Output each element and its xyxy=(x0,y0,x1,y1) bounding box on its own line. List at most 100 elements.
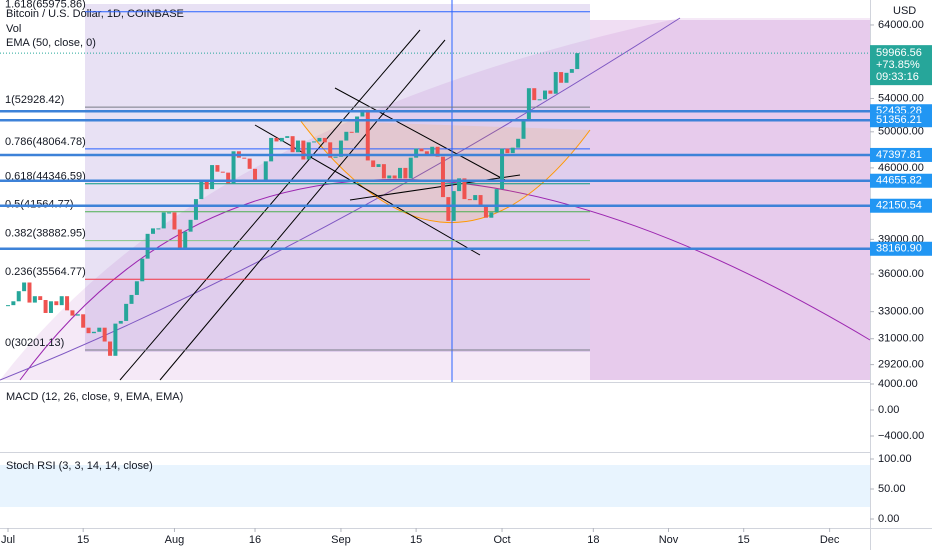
candle xyxy=(54,301,59,306)
candle xyxy=(226,172,231,184)
y-tick-label: 31000.00 xyxy=(878,333,924,345)
macd-title: MACD (12, 26, close, 9, EMA, EMA) xyxy=(6,391,183,403)
candle xyxy=(398,167,403,179)
candle xyxy=(322,137,327,143)
candle xyxy=(129,294,134,304)
last-price-box xyxy=(870,45,932,86)
candle xyxy=(312,141,317,143)
candle xyxy=(338,140,343,157)
candle xyxy=(263,161,268,182)
candle xyxy=(575,53,580,70)
candle xyxy=(295,140,300,153)
x-tick-label: Nov xyxy=(659,534,679,546)
y-tick-label: 54000.00 xyxy=(878,92,924,104)
candle xyxy=(435,146,440,157)
candle xyxy=(483,205,488,218)
candle xyxy=(467,199,472,201)
candle xyxy=(548,90,553,94)
x-tick-label: 15 xyxy=(738,534,750,546)
level-box xyxy=(870,241,932,256)
candle xyxy=(376,164,381,167)
x-tick-label: 15 xyxy=(77,534,89,546)
candle xyxy=(38,296,43,301)
y-tick-label: 50000.00 xyxy=(878,126,924,138)
candle xyxy=(553,72,558,94)
candle xyxy=(564,72,569,83)
candle xyxy=(97,327,102,332)
candle xyxy=(140,258,145,282)
candle xyxy=(526,88,531,120)
rsi-title: Stoch RSI (3, 3, 14, 14, close) xyxy=(6,460,153,472)
level-box xyxy=(870,198,932,213)
candle xyxy=(16,291,21,302)
fib-zone xyxy=(85,4,590,352)
level-label: 51356.21 xyxy=(876,114,922,126)
y-tick-label: 46000.00 xyxy=(878,162,924,174)
candle xyxy=(306,142,311,160)
candle xyxy=(11,301,16,306)
candle xyxy=(489,212,494,218)
fib-label: 1.618(65975.86) xyxy=(5,0,86,11)
chart-title: Bitcoin / U.S. Dollar, 1D, COINBASE xyxy=(6,8,184,20)
level-box xyxy=(870,173,932,188)
candle xyxy=(242,157,247,159)
indicator-label: EMA (50, close, 0) xyxy=(6,37,96,49)
countdown: 09:33:16 xyxy=(876,71,919,83)
candle xyxy=(177,229,182,249)
candle xyxy=(48,301,53,313)
candle xyxy=(414,148,419,158)
candle xyxy=(253,168,258,181)
candle xyxy=(215,165,220,172)
fib-label: 0(30201.13) xyxy=(5,337,64,349)
candle xyxy=(333,156,338,158)
candle xyxy=(419,148,424,152)
candle xyxy=(559,72,564,83)
candle xyxy=(473,195,478,201)
fib-label: 0.786(48064.78) xyxy=(5,136,86,148)
curve-zone xyxy=(0,18,870,380)
level-label: 44655.82 xyxy=(876,175,922,187)
x-tick-label: 15 xyxy=(410,534,422,546)
main-pane xyxy=(0,0,870,382)
arc xyxy=(0,17,681,381)
rsi-tick-label: 50.00 xyxy=(878,483,906,495)
candle xyxy=(161,212,166,229)
last-price: 59966.56 xyxy=(876,47,922,59)
candle xyxy=(22,282,27,292)
candle xyxy=(537,99,542,101)
candle xyxy=(220,171,225,173)
x-tick-label: Aug xyxy=(165,534,185,546)
macd-tick-label: 4000.00 xyxy=(878,378,918,390)
candle xyxy=(510,147,515,154)
candle xyxy=(494,189,499,213)
candle xyxy=(204,181,209,190)
candle xyxy=(145,233,150,259)
candle xyxy=(462,178,467,200)
level-box xyxy=(870,147,932,162)
candle xyxy=(430,146,435,156)
rsi-band xyxy=(0,465,870,507)
trend-line xyxy=(334,87,506,181)
candle xyxy=(231,151,236,184)
candle xyxy=(516,138,521,148)
candle xyxy=(199,181,204,200)
trend-line xyxy=(349,174,521,201)
x-tick-label: Dec xyxy=(820,534,840,546)
candle xyxy=(371,160,376,167)
candle xyxy=(102,327,107,342)
x-tick-label: 16 xyxy=(249,534,261,546)
x-tick-label: Jul xyxy=(1,534,15,546)
candle xyxy=(6,305,10,307)
candle xyxy=(43,300,48,313)
x-tick-label: Oct xyxy=(493,534,510,546)
candle xyxy=(365,109,370,161)
candle xyxy=(355,116,360,133)
candle xyxy=(387,175,392,179)
candle xyxy=(440,156,445,198)
candle xyxy=(108,341,113,356)
candle xyxy=(167,212,172,214)
candle xyxy=(500,148,505,190)
candle xyxy=(478,195,483,206)
candle xyxy=(156,228,161,230)
indicator-label: Vol xyxy=(6,23,21,35)
